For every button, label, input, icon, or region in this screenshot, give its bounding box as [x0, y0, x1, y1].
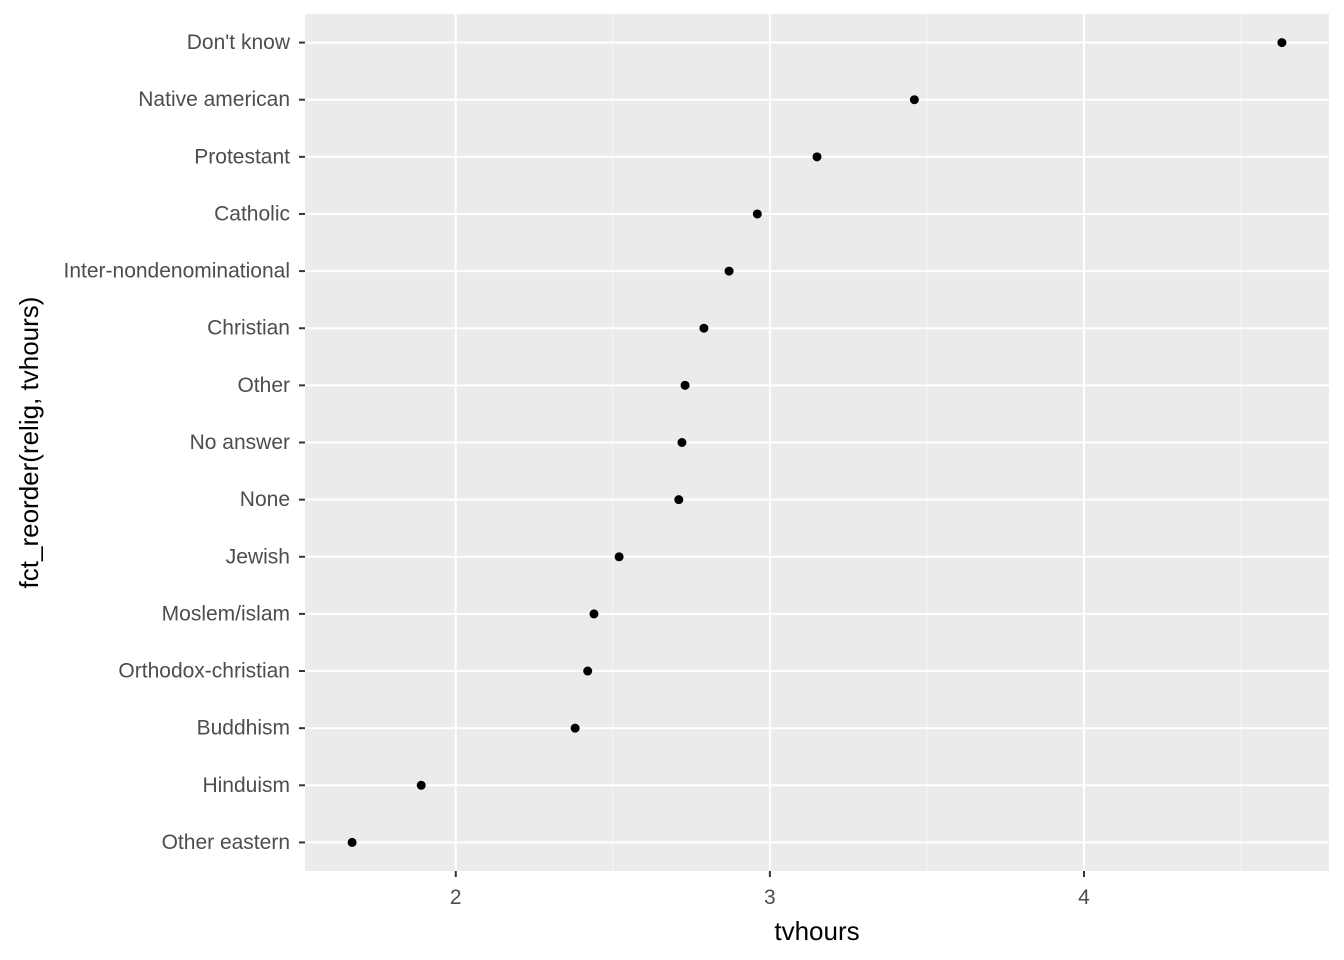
x-axis-title: tvhours: [774, 916, 859, 946]
y-axis: Other eastern Hinduism Buddhism Orthodox-ch…: [64, 31, 305, 854]
x-tick-label: 4: [1078, 886, 1090, 909]
y-tick-label: Inter-nondenominational: [64, 260, 291, 283]
data-point: [589, 609, 599, 619]
data-point: [699, 323, 709, 333]
x-tick-label: 3: [764, 886, 776, 909]
data-point: [347, 837, 357, 847]
y-tick-label: Christian: [207, 317, 290, 340]
y-tick-label: Buddhism: [197, 717, 290, 740]
data-point: [724, 266, 734, 276]
data-point: [680, 380, 690, 390]
data-point: [909, 95, 919, 105]
data-point: [812, 152, 822, 162]
y-tick-label: Protestant: [194, 145, 290, 168]
data-point: [583, 666, 593, 676]
y-tick-label: Other eastern: [162, 831, 290, 854]
data-point: [752, 209, 762, 219]
x-tick-label: 2: [450, 886, 462, 909]
y-tick-label: Moslem/islam: [162, 602, 290, 625]
y-tick-label: Don't know: [187, 31, 291, 54]
y-tick-label: Hinduism: [202, 774, 290, 797]
data-point: [677, 438, 687, 447]
data-point: [674, 495, 684, 505]
y-axis-title: fct_reorder(relig, tvhours): [14, 297, 44, 589]
y-tick-label: Catholic: [214, 202, 290, 225]
y-tick-label: No answer: [190, 431, 290, 454]
data-points: [347, 38, 1287, 847]
y-tick-label: Orthodox-christian: [118, 660, 290, 683]
data-point: [416, 780, 426, 790]
y-tick-label: Native american: [138, 88, 290, 111]
data-point: [614, 552, 624, 562]
y-tick-label: Other: [237, 374, 290, 397]
x-axis: 2 3 4: [450, 871, 1090, 909]
data-point: [570, 723, 580, 733]
y-tick-label: None: [240, 488, 290, 511]
y-tick-label: Jewish: [226, 545, 290, 568]
data-point: [1277, 38, 1287, 48]
